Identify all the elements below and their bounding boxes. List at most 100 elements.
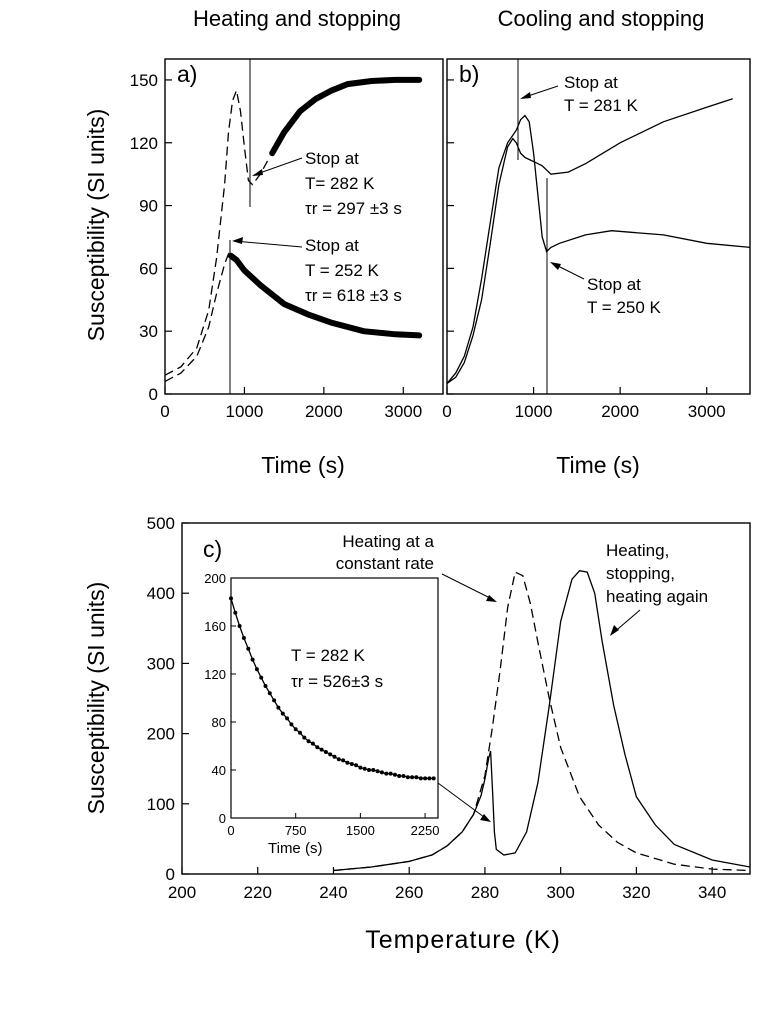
panel-c-xtick-label: 320 (622, 883, 650, 902)
panel-b-xtick-label: 0 (442, 402, 451, 421)
panel-c-inset-link-arrowhead (480, 814, 491, 822)
inset-ytick-label: 0 (219, 811, 226, 826)
panel-b-xtick-label: 3000 (688, 402, 726, 421)
panel-b-ann1-line2: T = 281 K (564, 96, 639, 115)
inset-data-point (272, 698, 277, 703)
panel-a-series-2 (269, 76, 423, 157)
panel-a-ann1-line3: τr = 297 ±3 s (305, 199, 402, 218)
inset-data-point (263, 684, 268, 688)
panel-a-label: a) (177, 61, 197, 87)
panel-c-series-1 (333, 569, 751, 872)
panel-c-ylabel: Susceptibility (SI units) (83, 582, 109, 815)
panel-a-xtick-label: 0 (160, 402, 169, 421)
panel-b-ann2-line1: Stop at (587, 275, 641, 294)
inset-data-point (310, 741, 315, 746)
inset-data-point (306, 739, 311, 744)
panel-a-ytick-label: 60 (139, 259, 158, 278)
inset-data-point (259, 675, 264, 680)
inset-data-point (276, 705, 281, 710)
inset-data-point (241, 636, 246, 640)
panel-a-xtick-label: 2000 (305, 402, 343, 421)
inset-data-point (414, 775, 419, 780)
inset-ytick-label: 40 (212, 763, 226, 778)
inset-data-point (293, 727, 298, 732)
panel-c-xtick-label: 200 (168, 883, 196, 902)
inset-data-point (336, 757, 341, 762)
panel-c-ann1-line2: constant rate (336, 554, 434, 573)
panel-c-ytick-label: 300 (147, 654, 175, 673)
panel-a-xtick-label: 1000 (226, 402, 264, 421)
inset-data-point (328, 752, 333, 757)
panel-b: 0 1000 2000 3000 b) Time (s) Stop at T = 28… (442, 58, 751, 478)
panel-a-xtick-label: 3000 (384, 402, 422, 421)
panel-b-series-1 (446, 114, 751, 384)
inset-data-point (319, 747, 324, 752)
title-cooling: Cooling and stopping (498, 6, 705, 31)
inset-data-point (384, 771, 389, 776)
inset-ann-line2: τr = 526±3 s (291, 672, 383, 691)
panel-c-ann1-arrowhead (486, 595, 497, 602)
panel-c-inset-link-arrow (437, 782, 489, 821)
panel-c-ytick-label: 0 (166, 865, 175, 884)
panel-a-ylabel: Susceptibility (SI units) (83, 109, 109, 342)
inset-data-point (423, 776, 428, 781)
panel-a-series-3 (227, 252, 423, 339)
panel-c-ann2-line3: heating again (606, 587, 708, 606)
panel-a-ytick-label: 120 (130, 134, 158, 153)
inset-data-point (379, 770, 384, 775)
inset-data-point (229, 596, 233, 601)
inset-ann-line1: T = 282 K (291, 646, 366, 665)
panel-c-ytick-label: 200 (147, 725, 175, 744)
inset-ticks: 0 750 1500 2250 0 40 80 120 160 200 (204, 571, 439, 838)
panel-a-ytick-label: 90 (139, 197, 158, 216)
panel-a: 0 1000 2000 3000 0 30 60 90 120 150 a) Time (s) S… (83, 58, 444, 478)
inset-data-point (254, 667, 259, 672)
inset-xtick-label: 0 (227, 823, 234, 838)
inset-data-point (233, 610, 238, 615)
panel-a-ann2-line1: Stop at (305, 236, 359, 255)
inset-frame (230, 577, 439, 819)
panel-a-ann1-arrowhead (252, 169, 263, 176)
inset-data-point (302, 735, 307, 740)
panel-c: 200 220 240 260 280 300 320 3400100200300400500… (83, 514, 751, 954)
inset-data-point (401, 774, 406, 778)
inset-xtick-label: 1500 (346, 823, 375, 838)
panel-a-ann1-line2: T= 282 K (305, 174, 375, 193)
panel-c-ytick-label: 500 (147, 514, 175, 533)
inset-data-point (392, 772, 397, 777)
inset-xlabel: Time (s) (268, 840, 322, 857)
panel-b-xtick-label: 2000 (601, 402, 639, 421)
panel-a-ytick-label: 0 (149, 385, 158, 404)
panel-b-frame (446, 58, 751, 395)
panel-a-frame (164, 58, 444, 395)
inset-series (229, 596, 436, 781)
panel-a-ytick-label: 30 (139, 322, 158, 341)
inset-data-point (431, 776, 436, 781)
title-heating: Heating and stopping (193, 6, 401, 31)
panel-a-ann1-line1: Stop at (305, 149, 359, 168)
inset-data-point (388, 771, 393, 776)
panel-a-ytick-label: 150 (130, 71, 158, 90)
inset-data-point (289, 722, 294, 727)
panel-c-xtick-label: 300 (546, 883, 574, 902)
panel-c-xlabel: Temperature (K) (365, 926, 561, 954)
inset-data-point (280, 711, 285, 716)
panel-a-ann2-line2: T = 252 K (305, 261, 380, 280)
panel-c-frame (181, 522, 751, 875)
panel-a-series-1 (164, 252, 232, 382)
inset-data-point (371, 768, 376, 772)
panel-b-xtick-label: 1000 (515, 402, 553, 421)
panel-a-series-0 (164, 88, 269, 376)
inset-data-point (397, 774, 402, 778)
panel-a-xlabel: Time (s) (261, 452, 344, 478)
inset-data-point (323, 750, 328, 754)
panel-c-series (333, 569, 751, 872)
panel-c-ytick-label: 100 (147, 795, 175, 814)
panel-c-xtick-label: 220 (244, 883, 272, 902)
inset-xtick-label: 2250 (411, 823, 440, 838)
inset-data-point (362, 766, 367, 771)
inset-data-point (427, 776, 432, 781)
inset-data-point (246, 646, 251, 651)
